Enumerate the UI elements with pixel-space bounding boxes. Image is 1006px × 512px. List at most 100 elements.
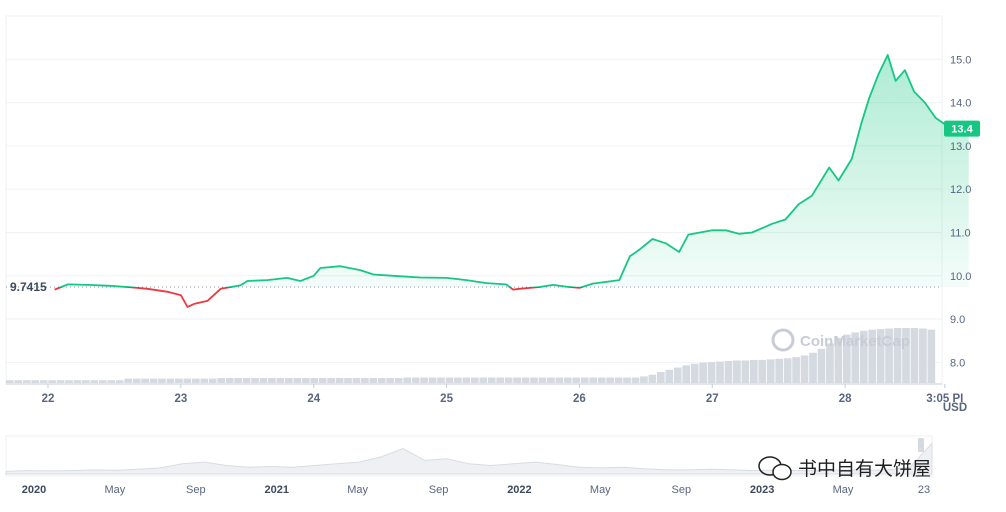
volume-bar	[817, 348, 826, 383]
volume-bar	[707, 362, 716, 383]
volume-bar	[310, 378, 319, 383]
volume-bar	[843, 334, 851, 383]
volume-bar	[665, 369, 674, 383]
volume-bar	[614, 377, 623, 383]
volume-bar	[251, 378, 259, 383]
wechat-logo-icon	[758, 456, 792, 481]
volume-bar	[301, 378, 310, 383]
volume-bar	[361, 378, 369, 383]
volume-bar	[640, 376, 648, 383]
navigator-tick-label: Sep	[429, 484, 449, 496]
y-tick-label: 12.0	[950, 184, 971, 196]
current-price-badge-label: 13.4	[951, 124, 973, 136]
volume-bar	[750, 359, 758, 383]
volume-bar	[741, 360, 750, 383]
price-area	[54, 55, 969, 287]
volume-bar	[141, 378, 149, 383]
volume-bar	[14, 380, 23, 383]
volume-bar	[454, 377, 462, 383]
reference-price-label: 9.7415	[10, 280, 47, 294]
y-tick-label: 11.0	[950, 227, 971, 239]
y-tick-label: 8.0	[950, 357, 965, 369]
volume-bar	[378, 378, 386, 383]
volume-bar	[547, 377, 555, 383]
y-tick-label: 9.0	[950, 314, 965, 326]
volume-bar	[597, 377, 606, 383]
volume-bar	[859, 330, 868, 383]
volume-bar	[555, 377, 564, 383]
currency-label: USD	[943, 402, 967, 414]
wechat-watermark-text: 书中自有大饼屋	[798, 458, 931, 480]
volume-bar	[733, 360, 741, 383]
volume-bar	[910, 328, 919, 383]
volume-bar	[902, 328, 910, 383]
coinmarketcap-logo-icon	[771, 328, 795, 352]
volume-bar	[800, 355, 809, 383]
price-line-down	[54, 286, 586, 308]
volume-bar	[420, 377, 428, 383]
volume-bar	[132, 378, 141, 383]
volume-bar	[648, 374, 657, 383]
navigator-handle[interactable]	[918, 438, 924, 452]
volume-bar	[335, 378, 344, 383]
volume-bar	[826, 343, 834, 383]
volume-bar	[65, 380, 73, 383]
volume-bar	[403, 377, 412, 383]
volume-bar	[386, 378, 395, 383]
volume-bar	[919, 328, 927, 383]
volume-bar	[673, 367, 682, 383]
volume-bar	[868, 329, 877, 383]
volume-bar	[285, 378, 293, 383]
volume-bar	[893, 328, 902, 383]
navigator-area	[5, 442, 933, 475]
volume-bar	[572, 377, 581, 383]
x-tick-label: 22	[42, 393, 55, 405]
volume-bar	[716, 361, 724, 383]
volume-bar	[775, 358, 784, 383]
volume-bar	[530, 377, 538, 383]
volume-bar	[631, 377, 640, 383]
volume-bar	[166, 378, 175, 383]
volume-bar	[192, 378, 200, 383]
navigator-tick-label: 2023	[750, 484, 774, 496]
plot-frame	[5, 15, 943, 385]
volume-bar	[792, 357, 800, 383]
volume-bar	[564, 377, 572, 383]
volume-bar	[462, 377, 471, 383]
navigator-tick-label: May	[347, 484, 368, 496]
volume-bar	[259, 378, 268, 383]
y-tick-label: 10.0	[950, 271, 971, 283]
volume-bar	[437, 377, 445, 383]
range-navigator[interactable]	[5, 435, 933, 477]
x-tick-label: 26	[573, 393, 586, 405]
volume-bar	[293, 378, 302, 383]
volume-bar	[208, 378, 217, 383]
navigator-tick-label: Sep	[671, 484, 691, 496]
navigator-tick-label: May	[590, 484, 611, 496]
volume-bar	[538, 377, 547, 383]
x-tick-label: 25	[440, 393, 453, 405]
x-tick-label: 23	[174, 393, 187, 405]
volume-bar	[504, 377, 513, 383]
volume-bar	[318, 378, 327, 383]
volume-bar	[927, 329, 936, 383]
volume-bar	[175, 378, 183, 383]
volume-bar	[487, 377, 496, 383]
volume-bar	[851, 332, 860, 383]
volume-bar	[158, 378, 166, 383]
volume-bar	[73, 380, 82, 383]
volume-bar	[344, 378, 352, 383]
volume-bar	[124, 378, 133, 383]
volume-bar	[580, 377, 589, 383]
volume-bar	[876, 329, 885, 383]
y-tick-label: 15.0	[950, 54, 971, 66]
volume-bar	[834, 337, 843, 383]
volume-bar	[411, 377, 420, 383]
navigator-tick-label: 23	[918, 484, 930, 496]
volume-bar	[183, 378, 192, 383]
volume-bar	[699, 362, 707, 383]
volume-bar	[39, 380, 48, 383]
volume-bar	[48, 380, 56, 383]
navigator-axis: 2020 May Sep 2021 May Sep 2022 May Sep 2023 May 23	[22, 484, 930, 496]
navigator-tick-label: 2022	[507, 484, 531, 496]
